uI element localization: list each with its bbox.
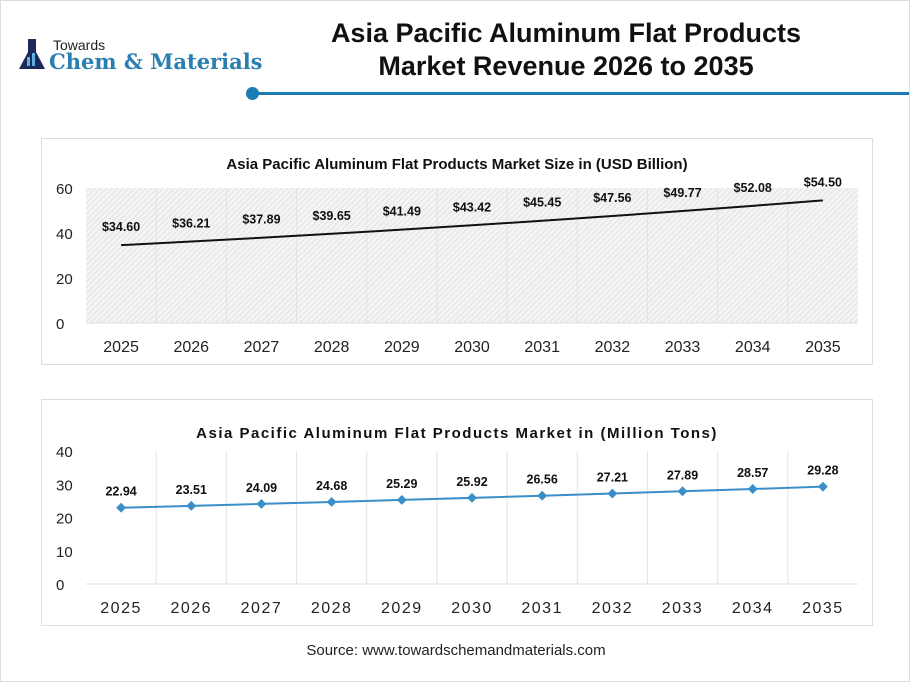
data-point xyxy=(607,488,618,499)
logo-big-text: Chem & Materials xyxy=(49,49,263,74)
x-tick-label: 2026 xyxy=(173,339,209,356)
data-label: 28.57 xyxy=(737,466,768,480)
flask-icon xyxy=(19,39,45,69)
y-tick-label: 20 xyxy=(56,271,73,288)
x-tick-label: 2035 xyxy=(805,339,841,356)
data-point xyxy=(116,502,127,513)
data-label: $37.89 xyxy=(242,213,280,227)
data-point xyxy=(747,484,758,494)
y-tick-label: 0 xyxy=(56,316,64,333)
data-point xyxy=(396,494,407,505)
data-point xyxy=(537,490,548,501)
data-label: $54.50 xyxy=(804,175,842,189)
x-tick-label: 2030 xyxy=(454,339,490,356)
title-line-1: Asia Pacific Aluminum Flat Products xyxy=(330,18,802,48)
x-tick-label: 2029 xyxy=(384,339,420,356)
data-label: $52.08 xyxy=(734,181,772,195)
x-tick-label: 2031 xyxy=(521,600,563,617)
data-label: 23.51 xyxy=(176,483,207,497)
y-tick-label: 40 xyxy=(56,444,73,461)
x-tick-label: 2027 xyxy=(244,339,280,356)
y-tick-label: 0 xyxy=(56,577,64,594)
data-label: 25.29 xyxy=(386,477,417,491)
data-label: 29.28 xyxy=(807,464,838,478)
y-tick-label: 30 xyxy=(56,477,73,494)
series-line xyxy=(121,199,823,247)
data-point xyxy=(256,498,267,509)
data-label: $41.49 xyxy=(383,205,421,219)
x-tick-label: 2034 xyxy=(735,339,771,356)
y-tick-label: 10 xyxy=(56,544,73,561)
data-label: 27.89 xyxy=(667,468,698,482)
x-tick-label: 2033 xyxy=(662,600,704,617)
data-label: $49.77 xyxy=(663,186,701,200)
y-tick-label: 40 xyxy=(56,226,73,243)
data-label: $45.45 xyxy=(523,196,561,210)
data-label: 25.92 xyxy=(456,475,487,489)
x-tick-label: 2030 xyxy=(451,600,493,617)
x-tick-label: 2032 xyxy=(595,339,631,356)
data-point xyxy=(186,500,197,511)
data-label: 26.56 xyxy=(527,473,558,487)
chart-title: Asia Pacific Aluminum Flat Products Mark… xyxy=(196,425,718,442)
data-label: 24.09 xyxy=(246,481,277,495)
data-label: $43.42 xyxy=(453,200,491,214)
chart-volume: Asia Pacific Aluminum Flat Products Mark… xyxy=(56,425,858,617)
x-tick-label: 2033 xyxy=(665,339,701,356)
x-tick-label: 2025 xyxy=(103,339,139,356)
data-point xyxy=(817,481,828,492)
source-text: Source: www.towardschemandmaterials.com xyxy=(306,642,606,659)
x-tick-label: 2025 xyxy=(100,600,142,617)
x-tick-label: 2035 xyxy=(802,600,844,617)
plot-hatch xyxy=(86,188,858,323)
y-tick-label: 60 xyxy=(56,181,73,198)
title-line-2: Market Revenue 2026 to 2035 xyxy=(378,51,754,81)
chart-panel-revenue: Asia Pacific Aluminum Flat Products Mark… xyxy=(41,138,873,365)
data-label: $36.21 xyxy=(172,217,210,231)
x-tick-label: 2031 xyxy=(524,339,560,356)
x-tick-label: 2027 xyxy=(241,600,283,617)
x-tick-label: 2029 xyxy=(381,600,423,617)
data-label: 27.21 xyxy=(597,471,628,485)
data-label: 24.68 xyxy=(316,479,347,493)
data-label: $47.56 xyxy=(593,191,631,205)
data-label: $34.60 xyxy=(102,220,140,234)
x-tick-label: 2034 xyxy=(732,600,774,617)
x-tick-label: 2028 xyxy=(314,339,350,356)
y-tick-label: 20 xyxy=(56,511,73,528)
logo-small-text: Towards xyxy=(53,37,106,53)
data-label: 22.94 xyxy=(105,485,136,499)
x-tick-label: 2028 xyxy=(311,600,353,617)
title-rule xyxy=(253,92,909,95)
x-tick-label: 2032 xyxy=(592,600,634,617)
chart-panel-volume: Asia Pacific Aluminum Flat Products Mark… xyxy=(41,399,873,626)
x-tick-label: 2026 xyxy=(170,600,212,617)
data-point xyxy=(326,496,337,507)
chart-title: Asia Pacific Aluminum Flat Products Mark… xyxy=(226,156,687,173)
data-label: $39.65 xyxy=(313,209,351,223)
data-point xyxy=(677,486,688,497)
chart-revenue: Asia Pacific Aluminum Flat Products Mark… xyxy=(56,156,858,356)
page-title: Asia Pacific Aluminum Flat Products Mark… xyxy=(281,17,851,83)
data-point xyxy=(467,492,477,503)
rule-dot xyxy=(246,87,259,100)
